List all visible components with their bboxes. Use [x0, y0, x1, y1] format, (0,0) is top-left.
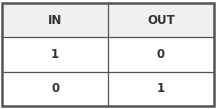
Text: 1: 1 — [51, 48, 59, 61]
Text: 0: 0 — [51, 82, 59, 95]
Text: OUT: OUT — [147, 14, 175, 27]
Text: IN: IN — [48, 14, 62, 27]
Text: 1: 1 — [157, 82, 165, 95]
Bar — [108, 37, 214, 72]
Bar — [108, 72, 214, 106]
Bar — [108, 3, 214, 37]
Text: 0: 0 — [157, 48, 165, 61]
Bar — [2, 72, 108, 106]
Bar — [2, 37, 108, 72]
Bar — [2, 3, 108, 37]
